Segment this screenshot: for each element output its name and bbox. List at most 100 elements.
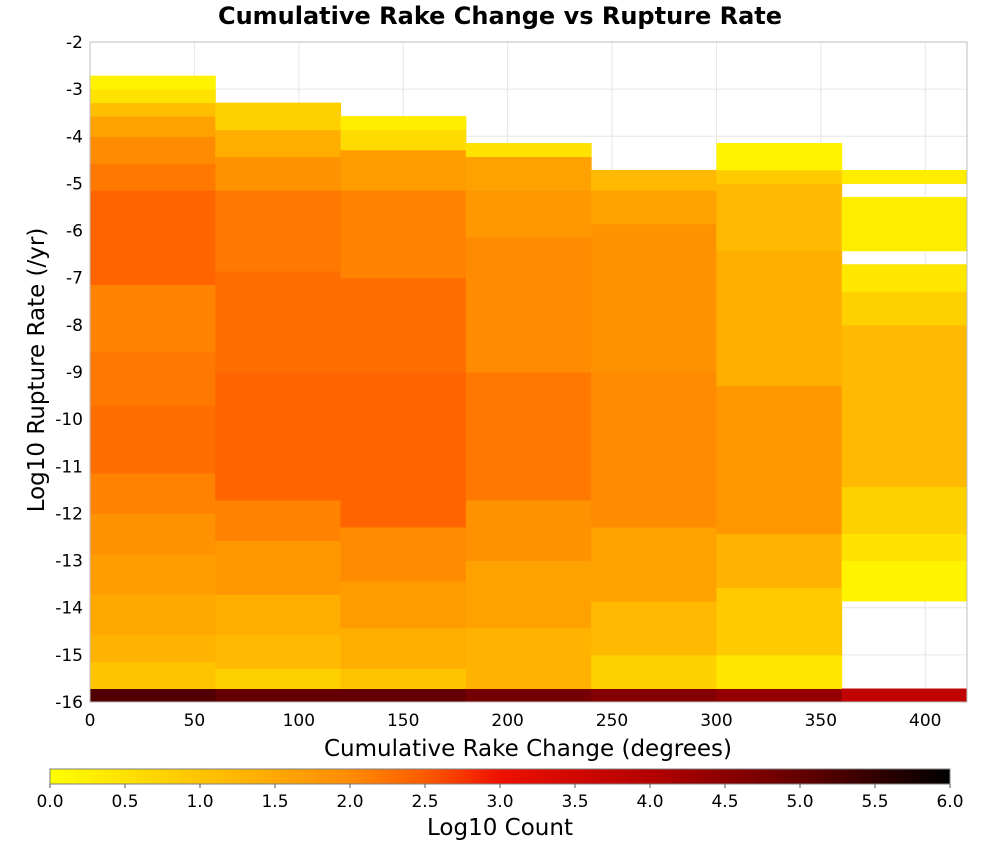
- colorbar-tick-label: 1.0: [186, 792, 213, 812]
- heatmap-cell: [591, 223, 717, 373]
- heatmap-cell: [591, 372, 717, 528]
- heatmap-cell: [90, 75, 216, 90]
- chart-title: Cumulative Rake Change vs Rupture Rate: [218, 2, 782, 30]
- heatmap-cell: [340, 277, 467, 373]
- x-axis-label: Cumulative Rake Change (degrees): [324, 736, 732, 762]
- heatmap-cell: [340, 580, 467, 629]
- heatmap-cell: [90, 513, 216, 555]
- x-axis-ticks: 0 50 100 150 200 250 300 350 400: [85, 711, 942, 731]
- heatmap-cell: [90, 136, 216, 164]
- plot-frame: [89, 41, 968, 703]
- heatmap-cell: [716, 654, 843, 690]
- heatmap-cell: [465, 560, 592, 629]
- heatmap-cell: [591, 526, 717, 602]
- heatmap-cell: [90, 594, 216, 636]
- y-tick-label: -8: [66, 316, 83, 336]
- heatmap-cell: [591, 688, 717, 703]
- heatmap-cell: [465, 499, 592, 562]
- heatmap-cell: [340, 688, 467, 703]
- heatmap-cell: [841, 196, 968, 252]
- x-tick-label: 250: [596, 711, 628, 731]
- heatmap-cell: [215, 594, 342, 636]
- heatmap-cell: [215, 499, 342, 541]
- heatmap-cells: [90, 75, 968, 703]
- heatmap-cell: [716, 688, 843, 703]
- heatmap-cell: [716, 587, 843, 656]
- heatmap-cell: [465, 237, 592, 373]
- y-tick-label: -5: [66, 174, 83, 194]
- y-tick-label: -14: [55, 599, 83, 619]
- colorbar-tick-label: 2.5: [411, 792, 438, 812]
- x-tick-label: 400: [909, 711, 941, 731]
- heatmap-cell: [215, 190, 342, 272]
- heatmap-cell: [90, 351, 216, 407]
- x-tick-label: 200: [491, 711, 523, 731]
- heatmap-cell: [340, 668, 467, 690]
- heatmap-cell: [841, 264, 968, 292]
- heatmap-cell: [465, 156, 592, 191]
- heatmap-cell: [340, 116, 467, 131]
- heatmap-cell: [90, 661, 216, 690]
- colorbar-label: Log10 Count: [427, 815, 573, 841]
- heatmap-cell: [716, 533, 843, 588]
- colorbar-tick-label: 6.0: [936, 792, 963, 812]
- heatmap-cell: [90, 102, 216, 117]
- colorbar-tick-label: 1.5: [261, 792, 288, 812]
- heatmap-cell: [90, 405, 216, 474]
- heatmap-cell: [340, 149, 467, 191]
- heatmap-cell: [340, 372, 467, 528]
- x-tick-label: 300: [700, 711, 732, 731]
- y-tick-label: -16: [55, 693, 83, 713]
- heatmap-cell: [215, 129, 342, 158]
- heatmap-cell: [215, 668, 342, 690]
- heatmap-cell: [340, 526, 467, 582]
- y-axis-label: Log10 Rupture Rate (/yr): [24, 228, 50, 513]
- heatmap-cell: [591, 654, 717, 690]
- colorbar-tick-label: 3.0: [486, 792, 513, 812]
- y-tick-label: -11: [55, 457, 83, 477]
- plot-border: [89, 41, 968, 703]
- y-axis-ticks: -2 -3 -4 -5 -6 -7 -8 -9 -10 -11 -12 -13 -14 -15 -16: [55, 33, 83, 713]
- heatmap-cell: [90, 473, 216, 514]
- heatmap-cell: [215, 372, 342, 501]
- heatmap-cell: [215, 102, 342, 131]
- colorbar-gradient: [49, 768, 951, 785]
- heatmap-cell: [90, 89, 216, 104]
- colorbar: [49, 768, 951, 785]
- colorbar-tick-label: 5.5: [861, 792, 888, 812]
- colorbar-tick-label: 0.5: [111, 792, 138, 812]
- heatmap-cell: [841, 486, 968, 535]
- y-tick-label: -7: [66, 269, 83, 289]
- heatmap-cell: [841, 560, 968, 602]
- heatmap-cell: [716, 385, 843, 535]
- y-tick-label: -15: [55, 646, 83, 666]
- colorbar-tick-label: 5.0: [786, 792, 813, 812]
- heatmap-cell: [841, 169, 968, 184]
- heatmap-cell: [90, 553, 216, 595]
- heatmap-cell: [465, 688, 592, 703]
- heatmap-cell: [841, 324, 968, 488]
- colorbar-tick-label: 0.0: [36, 792, 63, 812]
- heatmap-cell: [716, 183, 843, 252]
- colorbar-tick-label: 3.5: [561, 792, 588, 812]
- y-tick-label: -10: [55, 410, 83, 430]
- heatmap-cell: [215, 156, 342, 191]
- y-tick-label: -13: [55, 552, 83, 572]
- heatmap-cell: [465, 372, 592, 501]
- x-tick-label: 100: [283, 711, 315, 731]
- heatmap-cell: [215, 540, 342, 595]
- colorbar-tick-label: 4.0: [636, 792, 663, 812]
- x-tick-label: 0: [85, 711, 96, 731]
- heatmap-cell: [591, 169, 717, 191]
- heatmap-cell: [841, 688, 968, 703]
- colorbar-ticks: 0.0 0.5 1.0 1.5 2.0 2.5 3.0 3.5 4.0 4.5 5.0 5.5 6.0: [36, 784, 964, 812]
- heatmap-cell: [215, 688, 342, 703]
- y-tick-label: -9: [66, 363, 83, 383]
- heatmap-cell: [340, 190, 467, 279]
- colorbar-tick-label: 2.0: [336, 792, 363, 812]
- heatmap-cell: [90, 163, 216, 191]
- x-tick-label: 50: [184, 711, 206, 731]
- y-tick-label: -2: [66, 33, 83, 53]
